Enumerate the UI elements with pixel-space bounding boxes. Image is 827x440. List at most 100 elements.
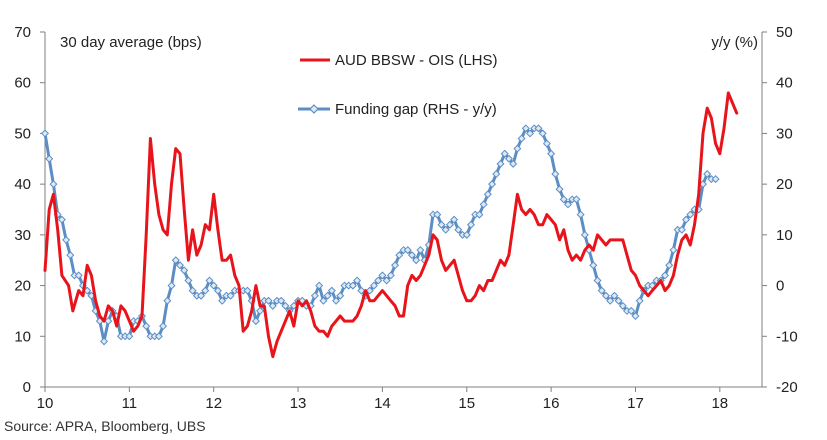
data-point-funding-gap <box>369 281 378 290</box>
y-left-tick-label: 60 <box>14 75 31 92</box>
y-left-tick-label: 70 <box>14 24 31 41</box>
data-point-funding-gap <box>57 215 66 224</box>
y-right-tick-label: 50 <box>776 24 793 41</box>
data-point-funding-gap <box>542 139 551 148</box>
x-tick-label: 17 <box>627 395 644 412</box>
data-point-funding-gap <box>576 210 585 219</box>
data-point-funding-gap <box>526 129 535 138</box>
data-point-funding-gap <box>682 215 691 224</box>
data-point-funding-gap <box>563 200 572 209</box>
data-point-funding-gap <box>610 291 619 300</box>
data-point-funding-gap <box>437 220 446 229</box>
text-layer: 30 day average (bps) y/y (%) Source: APR… <box>4 34 758 434</box>
legend-label-bbsw: AUD BBSW - OIS (LHS) <box>335 52 498 69</box>
series-layer <box>40 91 739 359</box>
data-point-funding-gap <box>319 296 328 305</box>
data-point-funding-gap <box>416 246 425 255</box>
data-point-funding-gap <box>475 210 484 219</box>
x-tick-label: 16 <box>543 395 560 412</box>
data-point-funding-gap <box>686 210 695 219</box>
data-point-funding-gap <box>277 296 286 305</box>
y-right-tick-label: 20 <box>776 176 793 193</box>
data-point-funding-gap <box>315 281 324 290</box>
data-point-funding-gap <box>660 271 670 280</box>
data-point-funding-gap <box>454 225 463 234</box>
data-point-funding-gap <box>534 124 543 133</box>
data-point-funding-gap <box>551 169 560 179</box>
data-point-funding-gap <box>209 281 218 290</box>
data-point-funding-gap <box>597 286 606 295</box>
data-point-funding-gap <box>213 286 222 295</box>
data-point-funding-gap <box>357 286 366 295</box>
data-point-funding-gap <box>462 230 471 239</box>
data-point-funding-gap <box>601 291 610 300</box>
left-axis-annotation: 30 day average (bps) <box>60 34 202 51</box>
data-point-funding-gap <box>711 175 720 184</box>
data-point-funding-gap <box>154 332 163 341</box>
data-point-funding-gap <box>513 144 522 153</box>
data-point-funding-gap <box>243 286 252 295</box>
y-left-tick-label: 30 <box>14 227 31 244</box>
data-point-funding-gap <box>492 169 501 179</box>
data-point-funding-gap <box>49 180 58 189</box>
data-point-funding-gap <box>100 337 109 346</box>
source-note: Source: APRA, Bloomberg, UBS <box>4 418 206 434</box>
data-point-funding-gap <box>403 246 412 255</box>
y-right-tick-label: -20 <box>776 379 798 396</box>
data-point-funding-gap <box>559 195 568 204</box>
data-point-funding-gap <box>104 317 113 326</box>
y-left-tick-label: 0 <box>23 379 31 396</box>
data-point-funding-gap <box>627 306 636 315</box>
y-right-tick-label: -10 <box>776 328 798 345</box>
data-point-funding-gap <box>445 220 454 229</box>
data-point-funding-gap <box>184 276 193 285</box>
y-right-tick-label: 40 <box>776 75 793 92</box>
y-left-tick-label: 50 <box>14 125 31 142</box>
x-tick-label: 15 <box>458 395 475 412</box>
y-right-tick-label: 30 <box>776 125 793 142</box>
data-point-funding-gap <box>374 276 383 285</box>
data-point-funding-gap <box>226 291 235 300</box>
right-axis-annotation: y/y (%) <box>711 34 758 51</box>
y-left-tick-label: 10 <box>14 328 31 345</box>
data-point-funding-gap <box>407 251 416 260</box>
data-point-funding-gap <box>336 291 345 300</box>
data-point-funding-gap <box>268 301 277 310</box>
data-point-funding-gap <box>348 281 357 290</box>
data-point-funding-gap <box>256 306 265 315</box>
data-point-funding-gap <box>159 322 168 331</box>
data-point-funding-gap <box>555 185 564 194</box>
legend: AUD BBSW - OIS (LHS) Funding gap (RHS - … <box>298 52 498 118</box>
data-point-funding-gap <box>74 271 83 280</box>
data-point-funding-gap <box>433 210 442 219</box>
data-point-funding-gap <box>171 256 180 265</box>
data-point-funding-gap <box>218 296 227 305</box>
data-point-funding-gap <box>386 271 395 280</box>
data-point-funding-gap <box>66 251 75 260</box>
data-point-funding-gap <box>618 301 627 310</box>
data-point-funding-gap <box>517 134 526 143</box>
data-point-funding-gap <box>365 286 374 295</box>
data-point-funding-gap <box>614 296 623 305</box>
data-point-funding-gap <box>378 271 387 280</box>
x-tick-label: 14 <box>374 395 391 412</box>
data-point-funding-gap <box>483 190 492 199</box>
data-point-funding-gap <box>251 317 260 326</box>
series-line-bbsw-ois <box>43 91 739 359</box>
data-point-funding-gap <box>547 149 556 158</box>
data-point-funding-gap <box>703 169 712 179</box>
y-right-tick-label: 10 <box>776 227 793 244</box>
data-point-funding-gap <box>500 149 509 158</box>
data-point-funding-gap <box>281 301 290 310</box>
x-tick-label: 11 <box>122 395 138 412</box>
data-point-funding-gap <box>382 276 391 285</box>
data-point-funding-gap <box>580 230 589 239</box>
y-left-tick-label: 40 <box>14 176 31 193</box>
data-point-funding-gap <box>163 296 172 305</box>
data-point-funding-gap <box>669 246 678 255</box>
data-point-funding-gap <box>175 261 184 270</box>
data-point-funding-gap <box>201 286 210 295</box>
data-point-funding-gap <box>509 159 518 168</box>
